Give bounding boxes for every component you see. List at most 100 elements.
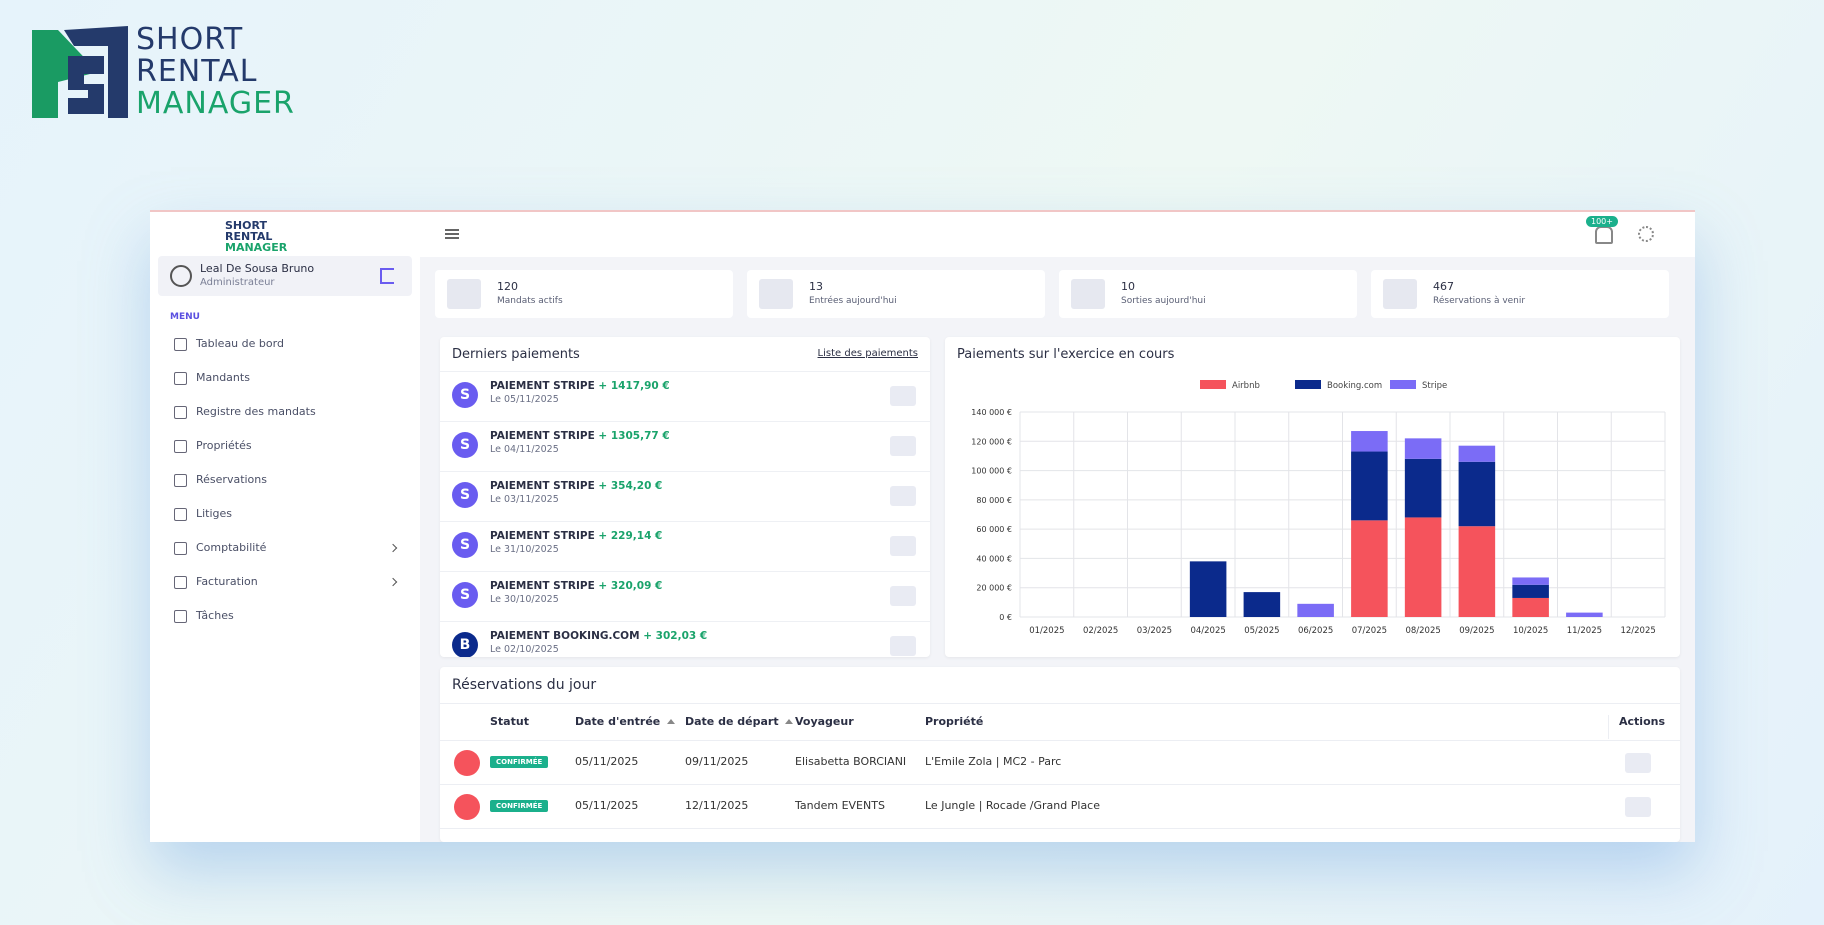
payment-line: PAIEMENT STRIPE + 1305,77 € (490, 430, 670, 442)
payment-name: PAIEMENT STRIPE (490, 380, 595, 392)
payment-date: Le 31/10/2025 (490, 544, 559, 555)
chart: 0 € 20 000 € 40 000 € 60 000 € 80 000 € 100 0… (971, 380, 1666, 636)
payments-link[interactable]: Liste des paiements (817, 348, 918, 359)
user-avatar (170, 265, 192, 287)
payment-line: PAIEMENT STRIPE + 1417,90 € (490, 380, 670, 392)
user-block[interactable]: Leal De Sousa Bruno Administrateur (158, 256, 412, 296)
brand-line: MANAGER (225, 241, 288, 254)
menu-item[interactable]: Réservations (150, 466, 420, 496)
payment-row: S PAIEMENT STRIPE + 1305,77 € Le 04/11/202… (440, 421, 930, 470)
menu-item[interactable]: Tableau de bord (150, 330, 420, 360)
view-button[interactable] (890, 486, 916, 506)
legend-swatch (1390, 380, 1416, 389)
payment-date: Le 30/10/2025 (490, 594, 559, 605)
stat-card: 120 Mandats actifs (435, 270, 733, 318)
view-button[interactable] (1625, 797, 1651, 817)
view-button[interactable] (890, 636, 916, 656)
payment-icon: B (452, 632, 478, 657)
bar-segment (1351, 451, 1388, 521)
settings-icon[interactable] (1638, 226, 1654, 242)
stat-label: Sorties aujourd'hui (1121, 296, 1206, 306)
payment-date: Le 02/10/2025 (490, 644, 559, 655)
menu-text: Mandants (196, 371, 250, 384)
reservations-panel: Réservations du jour Statut Date d'entrée… (440, 667, 1680, 842)
menu-label: MENU (170, 312, 200, 322)
menu-icon (174, 338, 187, 351)
legend-label: Airbnb (1232, 381, 1260, 391)
bar-segment (1512, 584, 1549, 598)
x-tick-label: 07/2025 (1352, 626, 1387, 636)
stat-card: 13 Entrées aujourd'hui (747, 270, 1045, 318)
stat-value: 13 (809, 280, 823, 293)
payment-row: B PAIEMENT BOOKING.COM + 302,03 € Le 02/10… (440, 621, 930, 657)
y-tick-label: 40 000 € (976, 554, 1012, 563)
payment-amount: + 354,20 € (598, 480, 663, 492)
payment-line: PAIEMENT BOOKING.COM + 302,03 € (490, 630, 707, 642)
view-button[interactable] (890, 436, 916, 456)
y-tick-label: 100 000 € (971, 467, 1012, 476)
view-button[interactable] (890, 536, 916, 556)
bar-segment (1458, 445, 1496, 462)
stat-label: Réservations à venir (1433, 296, 1526, 306)
sidebar-logo: SHORT RENTAL MANAGER (225, 220, 287, 253)
menu-item[interactable]: Registre des mandats (150, 398, 420, 428)
payment-amount: + 302,03 € (643, 630, 708, 642)
stat-value: 10 (1121, 280, 1135, 293)
airbnb-icon (454, 794, 480, 820)
bar-segment (1243, 592, 1281, 617)
menu-item[interactable]: Tâches (150, 602, 420, 632)
legend-label: Stripe (1422, 381, 1447, 391)
menu-item[interactable]: Propriétés (150, 432, 420, 462)
column-header[interactable]: Date d'entrée (575, 715, 661, 728)
bar-segment (1404, 517, 1442, 617)
sort-arrow (667, 719, 675, 724)
payment-row: S PAIEMENT STRIPE + 229,14 € Le 31/10/2025 (440, 521, 930, 570)
table-cell: 05/11/2025 (575, 799, 639, 812)
y-tick-label: 20 000 € (976, 584, 1012, 593)
x-tick-label: 03/2025 (1137, 626, 1172, 636)
dashboard-window: SHORT RENTAL MANAGER Leal De Sousa Bruno… (150, 210, 1695, 842)
menu-text: Registre des mandats (196, 405, 316, 418)
stat-label: Entrées aujourd'hui (809, 296, 897, 306)
payment-icon: S (452, 432, 478, 458)
column-header: Propriété (925, 715, 984, 728)
payment-name: PAIEMENT STRIPE (490, 580, 595, 592)
view-button[interactable] (1625, 753, 1651, 773)
bar-segment (1297, 603, 1334, 617)
payment-icon: S (452, 532, 478, 558)
legend-swatch (1200, 380, 1226, 389)
view-button[interactable] (890, 386, 916, 406)
column-header[interactable]: Date de départ (685, 715, 779, 728)
menu-toggle[interactable] (445, 229, 459, 231)
bar-segment (1566, 612, 1603, 617)
brand-line: RENTAL (136, 54, 258, 89)
menu-icon (174, 508, 187, 521)
stat-value: 467 (1433, 280, 1454, 293)
legend-swatch (1295, 380, 1321, 389)
payment-icon: S (452, 382, 478, 408)
bar-segment (1458, 461, 1496, 527)
user-name: Leal De Sousa Bruno (200, 262, 315, 275)
status-badge: CONFIRMÉE (490, 800, 549, 812)
view-button[interactable] (890, 586, 916, 606)
menu-item[interactable]: Litiges (150, 500, 420, 530)
x-tick-label: 09/2025 (1459, 626, 1494, 636)
payment-icon: S (452, 482, 478, 508)
table-cell: L'Emile Zola | MC2 - Parc (925, 755, 1062, 768)
bar-segment (1351, 431, 1388, 452)
payment-date: Le 03/11/2025 (490, 494, 559, 505)
payment-line: PAIEMENT STRIPE + 354,20 € (490, 480, 662, 492)
payments-panel: Derniers paiements Liste des paiements S… (440, 337, 930, 657)
notification-icon[interactable] (1595, 226, 1613, 244)
menu-item[interactable]: Mandants (150, 364, 420, 394)
payment-amount: + 1305,77 € (598, 430, 670, 442)
brand-line: SHORT (225, 219, 267, 232)
payment-name: PAIEMENT STRIPE (490, 480, 595, 492)
menu-item[interactable]: Comptabilité (150, 534, 420, 564)
menu-item[interactable]: Facturation (150, 568, 420, 598)
logout-icon[interactable] (380, 268, 394, 284)
table-cell: Le Jungle | Rocade /Grand Place (925, 799, 1100, 812)
sidebar: SHORT RENTAL MANAGER Leal De Sousa Bruno… (150, 212, 420, 842)
bar-segment (1404, 438, 1442, 459)
